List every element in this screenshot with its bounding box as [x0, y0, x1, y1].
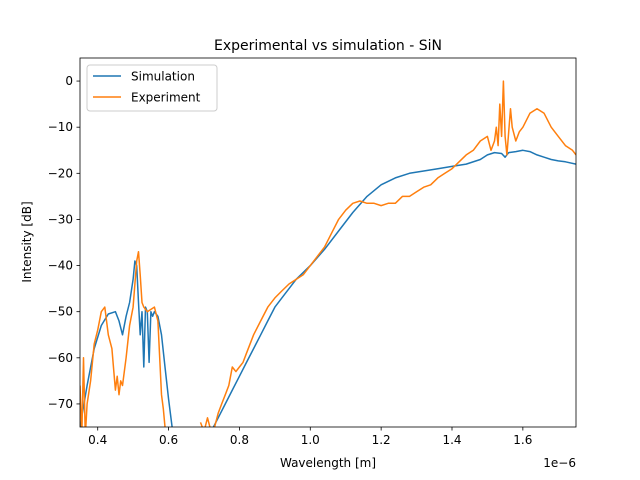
y-tick-label: −20 [48, 166, 73, 180]
x-axis-offset-label: 1e−6 [543, 456, 576, 470]
legend: Simulation Experiment [86, 64, 218, 112]
y-tick-label: −60 [48, 351, 73, 365]
x-tick-label: 1.2 [372, 433, 391, 447]
x-axis-label: Wavelength [m] [280, 456, 376, 470]
legend-label-simulation: Simulation [131, 70, 195, 84]
y-tick-label: −10 [48, 120, 73, 134]
y-axis-label: Intensity [dB] [20, 201, 34, 282]
series-line-experiment-2 [199, 80, 576, 427]
x-tick-label: 0.4 [88, 433, 107, 447]
series-line-simulation-1 [80, 260, 173, 427]
y-tick-label: −70 [48, 397, 73, 411]
series-line-simulation-2 [212, 149, 576, 427]
plot-area [80, 80, 576, 427]
x-tick-label: 1.4 [442, 433, 461, 447]
chart-title: Experimental vs simulation - SiN [214, 38, 442, 54]
y-tick-label: −30 [48, 212, 73, 226]
legend-label-experiment: Experiment [131, 91, 201, 105]
x-tick-label: 0.6 [159, 433, 178, 447]
series-line-experiment-1 [80, 250, 166, 427]
y-tick-label: 0 [65, 74, 73, 88]
y-tick-label: −50 [48, 305, 73, 319]
x-tick-label: 1.6 [513, 433, 532, 447]
axes: 0.4 0.6 0.8 1.0 1.2 1.4 1.6 0 −10 −20 −30 −40 −50 −60… [48, 57, 577, 447]
x-tick-label: 1.0 [301, 433, 320, 447]
axes-frame [79, 57, 577, 428]
x-tick-label: 0.8 [230, 433, 249, 447]
y-tick-label: −40 [48, 259, 73, 273]
